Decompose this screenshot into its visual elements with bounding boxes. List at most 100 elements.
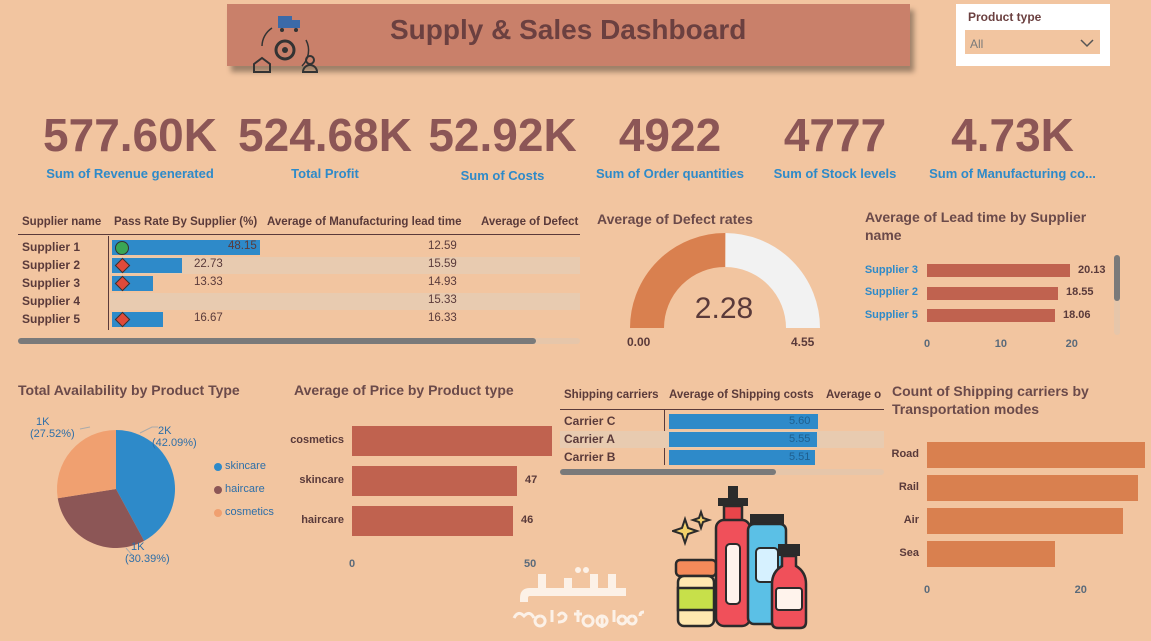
legend-item[interactable]: haircare — [225, 483, 265, 495]
kpi-revenue-value: 577.60K — [43, 109, 217, 161]
bar — [352, 506, 513, 536]
lead-chart-title-2: name — [865, 227, 902, 243]
horizontal-scrollbar[interactable] — [18, 338, 580, 344]
value-label: 46 — [521, 514, 534, 526]
kpi-manufacturing-value: 4.73K — [951, 109, 1074, 161]
bar — [927, 508, 1123, 534]
slice-value-label: 1K — [131, 541, 145, 553]
gauge-min: 0.00 — [627, 335, 651, 349]
pie-svg — [57, 426, 176, 556]
axis-tick-label: 0 — [924, 338, 931, 350]
product-type-dropdown[interactable] — [965, 30, 1100, 54]
bar — [927, 309, 1055, 322]
category-label: skincare — [299, 474, 344, 486]
shipping-cost-value: 5.60 — [789, 415, 811, 427]
legend-marker — [214, 486, 222, 494]
supplier-name-cell[interactable]: Supplier 4 — [22, 294, 81, 308]
col-header-more[interactable]: Average o — [826, 389, 882, 401]
supplier-name-cell[interactable]: Supplier 3 — [22, 276, 81, 290]
shipping-cost-value: 5.55 — [789, 433, 811, 445]
slice-percent-label: (27.52%) — [30, 428, 75, 440]
legend-item[interactable]: skincare — [225, 460, 266, 472]
bar — [927, 475, 1138, 501]
shipping-table: Shipping carriers Average of Shipping co… — [560, 383, 884, 477]
gauge-value: 2.28 — [694, 292, 754, 325]
carrier-name-cell[interactable]: Carrier A — [564, 432, 615, 446]
axis-tick-label: 0 — [924, 584, 931, 596]
header-divider — [18, 234, 580, 235]
header-divider — [560, 409, 884, 410]
legend-marker — [214, 463, 222, 471]
scrollbar-thumb[interactable] — [560, 469, 776, 475]
bar — [352, 426, 552, 456]
supplier-name-cell[interactable]: Supplier 2 — [22, 258, 81, 272]
category-label: cosmetics — [290, 434, 344, 446]
value-label: 18.06 — [1063, 308, 1091, 321]
supplier-name-cell[interactable]: Supplier 1 — [22, 240, 81, 254]
col-header-carrier[interactable]: Shipping carriers — [564, 389, 659, 401]
axis-tick-label: 20 — [1074, 584, 1087, 596]
carrier-name-cell[interactable]: Carrier B — [564, 450, 616, 464]
leader-line — [79, 426, 91, 430]
lead-time-chart: Supplier 3 20.13 Supplier 2 18.55 Supplier 5… — [860, 255, 1110, 355]
kpi-stock-label: Sum of Stock levels — [773, 166, 897, 181]
axis-tick-label: 10 — [994, 338, 1008, 350]
mostaql-watermark-logo — [512, 567, 645, 628]
axis-tick-label: 50 — [524, 558, 537, 570]
bar — [352, 466, 517, 496]
col-header-shipping-cost[interactable]: Average of Shipping costs — [669, 389, 814, 401]
leader-line — [139, 426, 158, 434]
category-label: Rail — [898, 481, 919, 493]
defect-gauge — [630, 233, 820, 328]
kpi-stock-value: 4777 — [783, 109, 887, 161]
pass-rate-bar — [112, 258, 182, 273]
value-label: 18.55 — [1066, 286, 1094, 298]
supplier-name-cell[interactable]: Supplier 5 — [22, 312, 81, 326]
pie-title: Total Availability by Product Type — [18, 382, 240, 398]
col-header-supplier[interactable]: Supplier name — [22, 216, 102, 228]
bar — [927, 286, 1058, 300]
category-label: Air — [903, 514, 919, 526]
bar — [927, 264, 1070, 277]
slicer-label: Product type — [968, 10, 1042, 24]
category-label: Supplier 5 — [864, 308, 918, 321]
chevron-down-icon[interactable] — [1080, 38, 1094, 48]
scrollbar-thumb[interactable] — [18, 338, 536, 344]
dropdown-value: All — [970, 37, 984, 51]
col-header-defect[interactable]: Average of Defect — [481, 216, 579, 228]
carrier-name-cell[interactable]: Carrier C — [564, 414, 616, 428]
pass-rate-value: 13.33 — [194, 276, 223, 288]
slice-value-label: 2K — [158, 425, 172, 437]
page-title: Supply & Sales Dashboard — [390, 14, 747, 45]
col-header-lead-time[interactable]: Average of Manufacturing lead time — [267, 216, 462, 228]
price-bar-chart: cosmetics57skincare47haircare46050 — [290, 415, 572, 575]
scrollbar-thumb[interactable] — [1114, 255, 1120, 301]
bar — [927, 541, 1055, 567]
legend-marker — [214, 509, 222, 517]
status-good-icon — [115, 241, 129, 255]
shipping-cost-bar — [669, 432, 817, 447]
vertical-scrollbar[interactable] — [1114, 255, 1120, 335]
pass-rate-bar — [112, 240, 260, 255]
bar — [927, 442, 1145, 468]
horizontal-scrollbar[interactable] — [560, 469, 884, 475]
transport-bar-chart: Road Rail Air Sea 0 20 — [890, 432, 1145, 602]
legend-item[interactable]: cosmetics — [225, 506, 274, 518]
category-label: haircare — [301, 514, 344, 526]
kpi-profit-value: 524.68K — [238, 109, 412, 161]
row-band — [110, 257, 580, 274]
pass-rate-value: 22.73 — [194, 258, 223, 270]
shipping-cost-bar — [669, 414, 818, 429]
supplier-table: Supplier name Pass Rate By Supplier (%) … — [18, 208, 580, 348]
col-header-pass-rate[interactable]: Pass Rate By Supplier (%) — [114, 216, 258, 228]
availability-pie-chart: 2K (42.09%) 1K (30.39%) 1K (27.52%) skincare ha… — [18, 405, 288, 575]
price-chart-title: Average of Price by Product type — [294, 382, 514, 398]
lead-time-value: 15.59 — [428, 258, 457, 270]
kpi-manufacturing-label: Sum of Manufacturing co... — [929, 166, 1096, 181]
row-band — [110, 293, 580, 310]
kpi-orders-value: 4922 — [618, 109, 722, 161]
transport-chart-title-1: Count of Shipping carriers by — [892, 383, 1089, 399]
lead-time-value: 14.93 — [428, 276, 457, 288]
pass-rate-value: 48.15 — [228, 240, 257, 252]
pass-rate-value: 16.67 — [194, 312, 223, 324]
